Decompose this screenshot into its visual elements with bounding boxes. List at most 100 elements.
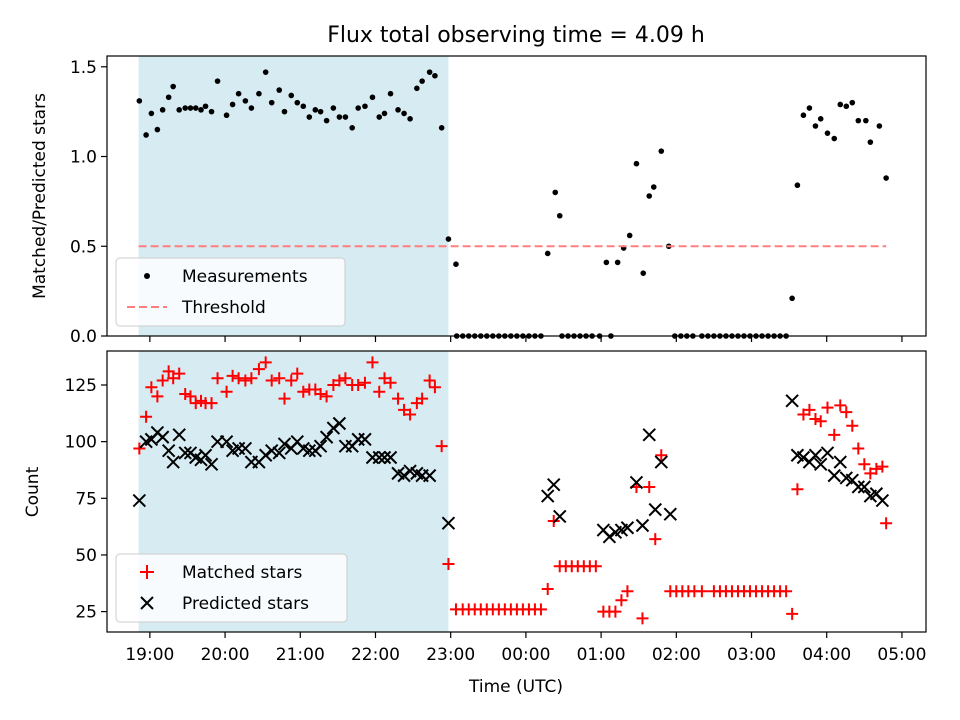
predicted-star-point — [820, 446, 835, 460]
predicted-star-point — [155, 430, 170, 444]
x-axis-label: Time (UTC) — [468, 677, 563, 697]
measurement-point — [202, 103, 209, 110]
matched-star-point — [265, 374, 278, 387]
measurement-point — [342, 114, 349, 120]
predicted-star-point — [857, 480, 872, 494]
measurement-point — [650, 184, 657, 190]
measurement-point — [426, 69, 433, 75]
matched-star-point — [145, 381, 158, 394]
predicted-star-point — [166, 455, 180, 469]
matched-star-point — [814, 415, 827, 428]
count-y-tick-label: 25 — [75, 603, 97, 623]
matched-star-point — [205, 397, 218, 410]
matched-star-point — [547, 514, 560, 527]
matched-star-point — [245, 372, 258, 385]
matched-star-point — [167, 372, 180, 385]
matched-star-point — [162, 365, 175, 378]
predicted-star-point — [635, 518, 650, 533]
measurement-point — [794, 182, 801, 189]
measurement-point — [438, 124, 445, 131]
measurement-point — [863, 117, 869, 124]
measurement-point — [395, 107, 401, 113]
predicted-star-point — [553, 509, 567, 524]
ratio-legend: Measurements Threshold — [115, 257, 346, 327]
legend-matched-marker — [140, 565, 154, 579]
measurement-point — [268, 99, 275, 106]
count-axes: 25 50 75 100 125 19:00 20:00 21:00 22:00 23:00 00:… — [65, 376, 927, 665]
measurement-point — [143, 132, 149, 138]
matched-star-point — [643, 480, 656, 493]
measurement-point — [148, 110, 155, 117]
matched-star-point — [695, 585, 708, 598]
legend-threshold-label: Threshold — [181, 298, 266, 318]
ratio-y-axis-label: Matched/Predicted stars — [30, 93, 50, 299]
measurement-point — [242, 98, 249, 104]
matched-star-point — [378, 372, 391, 385]
measurement-point — [369, 94, 376, 101]
matched-star-point — [615, 594, 628, 607]
matched-star-point — [252, 363, 265, 376]
matched-star-point — [226, 369, 239, 382]
x-tick-label: 23:00 — [426, 645, 475, 665]
x-tick-label: 03:00 — [727, 645, 776, 665]
matched-star-point — [870, 462, 883, 475]
matched-star-point — [220, 385, 233, 398]
matched-star-point — [320, 390, 333, 403]
matched-star-point — [534, 603, 547, 616]
predicted-star-point — [172, 428, 186, 442]
measurement-point — [552, 189, 559, 196]
matched-star-point — [852, 442, 865, 455]
measurement-point — [414, 85, 420, 92]
matched-star-point — [621, 585, 634, 598]
predicted-star-point — [422, 468, 437, 483]
measurement-point — [800, 112, 807, 119]
measurement-point — [208, 108, 215, 115]
predicted-star-point — [219, 434, 234, 449]
matched-star-point — [442, 558, 455, 571]
matched-star-point — [803, 403, 816, 416]
legend-predicted-label: Predicted stars — [182, 594, 309, 614]
count-y-tick-label: 125 — [65, 376, 97, 396]
matched-star-point — [636, 612, 649, 625]
matched-star-point — [140, 410, 153, 423]
matched-star-point — [151, 390, 164, 403]
predicted-star-point — [272, 446, 286, 460]
predicted-star-point — [620, 521, 635, 535]
predicted-star-point — [642, 428, 656, 442]
measurement-point — [229, 101, 236, 108]
legend-measurements-label: Measurements — [182, 267, 308, 287]
measurement-point — [262, 69, 269, 75]
measurement-point — [843, 103, 850, 110]
predicted-star-point — [132, 493, 147, 508]
measurement-point — [276, 87, 283, 93]
predicted-star-point — [547, 477, 561, 492]
measurement-point — [362, 103, 368, 110]
x-tick-label: 22:00 — [351, 645, 400, 665]
measurement-point — [256, 90, 262, 97]
matched-star-point — [384, 376, 397, 389]
predicted-star-point — [851, 480, 866, 494]
measurement-point — [812, 123, 819, 129]
matched-star-point — [352, 378, 365, 391]
predicted-star-point — [204, 457, 219, 472]
matched-star-point — [655, 449, 668, 462]
measurement-point — [281, 108, 288, 115]
x-tick-label: 21:00 — [276, 645, 325, 665]
predicted-star-point — [785, 394, 799, 408]
measurement-point — [614, 259, 621, 266]
measurement-point — [136, 98, 143, 104]
measurement-point — [824, 130, 831, 136]
measurement-point — [192, 105, 199, 111]
measurement-point — [789, 295, 795, 302]
matched-star-point — [840, 406, 853, 419]
measurement-point — [837, 101, 844, 108]
predicted-star-point — [238, 441, 253, 456]
matched-star-point — [609, 605, 622, 618]
matched-star-point — [858, 458, 871, 471]
ratio-legend-box — [115, 257, 346, 327]
measurement-point — [306, 114, 313, 120]
measurement-point — [317, 108, 324, 115]
matched-star-point — [821, 401, 834, 414]
ratio-panel: 0.0 0.5 1.0 1.5 Matched/Predicted stars Mea… — [30, 55, 927, 347]
